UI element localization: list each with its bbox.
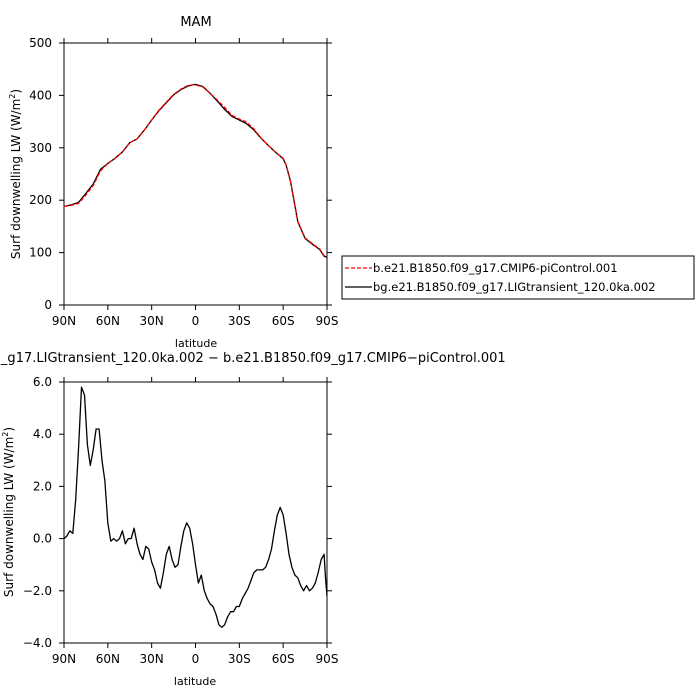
top-y-tick-label: 200 (29, 193, 52, 207)
bottom-y-axis-label-main: Surf downwelling LW (W/m (2, 437, 16, 597)
bottom-plot-frame (63, 381, 328, 644)
top-y-tick-label: 100 (29, 246, 52, 260)
bottom-y-tick-label: 0.0 (33, 532, 52, 546)
bottom-y-axis-label: Surf downwelling LW (W/m2) (1, 427, 16, 597)
top-y-axis-label-main: Surf downwelling LW (W/m (9, 99, 23, 259)
top-x-tick-label: 30S (228, 314, 251, 328)
top-y-tick-label: 400 (29, 88, 52, 102)
bottom-y-tick-label: 4.0 (33, 427, 52, 441)
top-y-tick-label: 0 (44, 298, 52, 312)
top-x-tick-label: 30N (140, 314, 164, 328)
bottom-y-tick-label: −4.0 (23, 636, 52, 650)
top-x-tick-label: 60S (272, 314, 295, 328)
bottom-y-axis-label-tail: ) (2, 427, 16, 432)
panel-bottom: bg.e21.B1850.f09_g17.LIGtransient_120.0k… (0, 351, 506, 688)
top-chart-title: MAM (180, 15, 211, 30)
top-x-tick-label: 0 (192, 314, 200, 328)
bottom-y-tick-label: −2.0 (23, 584, 52, 598)
top-x-tick-label: 60N (96, 314, 120, 328)
legend-entry-lig: bg.e21.B1850.f09_g17.LIGtransient_120.0k… (373, 280, 656, 294)
bottom-y-tick-label: 2.0 (33, 479, 52, 493)
bottom-x-tick-label: 90S (316, 652, 339, 666)
bottom-x-tick-label: 30N (140, 652, 164, 666)
bottom-y-tick-label: 6.0 (33, 375, 52, 389)
legend-entry-control: b.e21.B1850.f09_g17.CMIP6-piControl.001 (373, 261, 618, 275)
top-x-tick-label: 90N (52, 314, 76, 328)
legend: b.e21.B1850.f09_g17.CMIP6-piControl.001 … (341, 255, 695, 300)
bottom-x-tick-label: 60N (96, 652, 120, 666)
bottom-chart-title: bg.e21.B1850.f09_g17.LIGtransient_120.0k… (0, 351, 506, 366)
top-x-axis-label: latitude (175, 337, 217, 350)
bottom-y-axis-label-sup: 2 (1, 432, 10, 437)
bottom-x-tick-label: 90N (52, 652, 76, 666)
legend-box (341, 255, 695, 300)
top-series-line-0 (63, 84, 328, 258)
top-y-axis-label: Surf downwelling LW (W/m2) (8, 89, 23, 259)
top-y-axis-label-tail: ) (9, 89, 23, 94)
top-y-tick-label: 300 (29, 141, 52, 155)
top-y-tick-label: 500 (29, 36, 52, 50)
bottom-x-axis-label: latitude (174, 675, 216, 688)
bottom-x-tick-label: 60S (272, 652, 295, 666)
top-plot-frame (63, 42, 328, 306)
top-y-axis-label-sup: 2 (8, 94, 17, 99)
top-x-tick-label: 90S (316, 314, 339, 328)
bottom-series-line-0 (63, 386, 328, 628)
panel-top: MAM latitude Surf downwelling LW (W/m2) … (8, 15, 695, 350)
bottom-x-tick-label: 30S (228, 652, 251, 666)
bottom-x-tick-label: 0 (192, 652, 200, 666)
